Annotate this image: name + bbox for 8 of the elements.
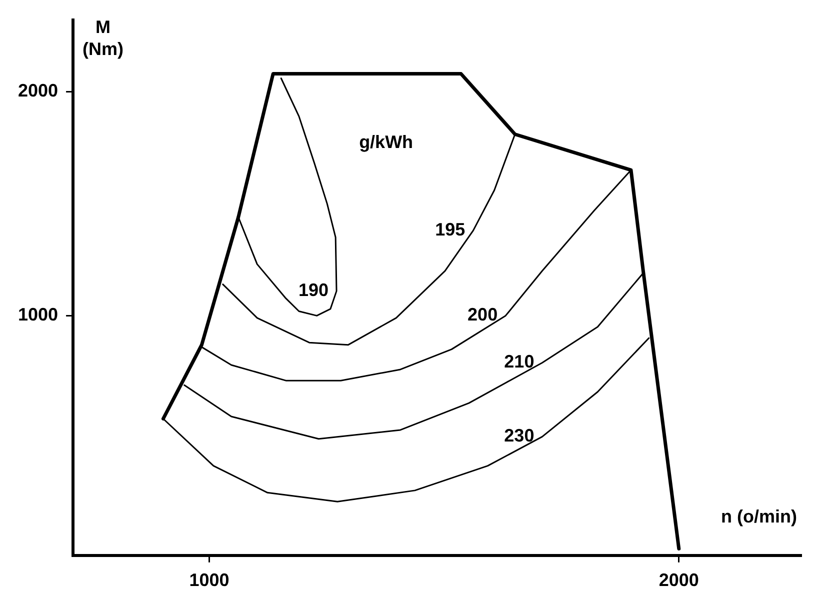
series-label: 200 [468,304,498,325]
x-axis-title: n (o/min) [721,506,798,526]
series-label: 190 [298,280,329,300]
y-axis-title: M (Nm) [82,16,124,59]
series-label: 195 [435,220,466,240]
series-label: 230 [504,426,534,446]
series-label: 210 [504,352,534,372]
annotation: g/kWh [359,132,414,152]
